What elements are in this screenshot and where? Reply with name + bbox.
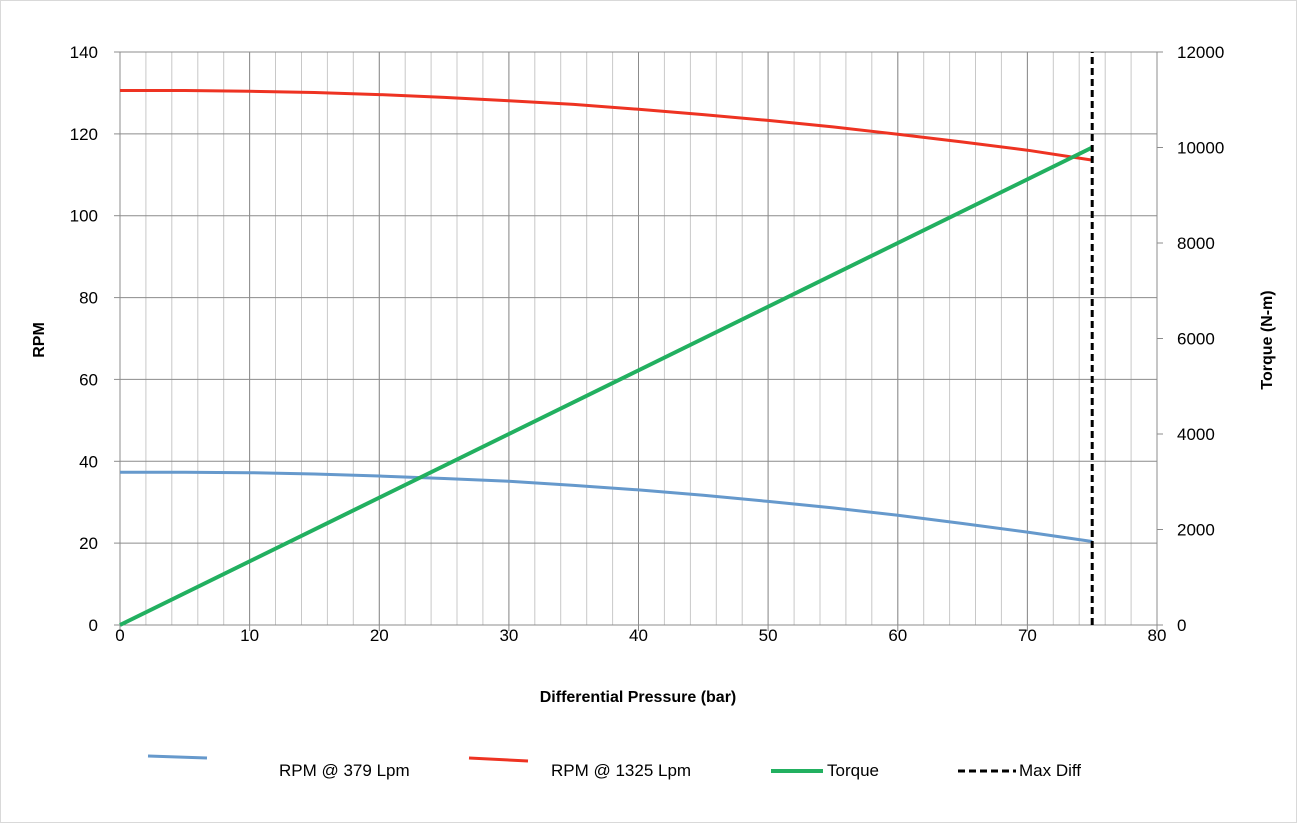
- x-tick-label: 30: [499, 626, 518, 645]
- major-gridlines: [114, 51, 1163, 631]
- legend-label-2: Torque: [827, 761, 879, 780]
- y2-tick-label: 0: [1177, 616, 1186, 635]
- series-line-1: [120, 89, 1093, 162]
- y-axis-title: RPM: [31, 322, 48, 358]
- x-tick-label: 10: [240, 626, 259, 645]
- y-tick-label: 40: [79, 452, 98, 471]
- x-tick-label: 0: [115, 626, 124, 645]
- y2-tick-label: 8000: [1177, 234, 1215, 253]
- y2-tick-label: 2000: [1177, 521, 1215, 540]
- y-tick-label: 0: [89, 616, 98, 635]
- tick-labels: 0 10 20 30 40 50 60 70 80 0 20 40 60 80 100 120 140 0 2000…: [70, 43, 1225, 645]
- legend-swatch-0: [147, 754, 208, 760]
- legend-label-3: Max Diff: [1019, 761, 1081, 780]
- x-axis-title: Differential Pressure (bar): [540, 689, 737, 706]
- legend-swatch-1: [468, 756, 529, 763]
- legend-label-1: RPM @ 1325 Lpm: [551, 761, 691, 780]
- series-line-2: [119, 145, 1094, 627]
- y-tick-label: 60: [79, 370, 98, 389]
- minor-gridlines: [119, 52, 1158, 625]
- x-tick-label: 80: [1148, 626, 1167, 645]
- y2-tick-label: 10000: [1177, 139, 1224, 158]
- series-line-0: [120, 470, 1093, 543]
- y2-tick-label: 4000: [1177, 425, 1215, 444]
- y2-tick-label: 12000: [1177, 43, 1224, 62]
- y-tick-label: 20: [79, 534, 98, 553]
- y-tick-label: 100: [70, 207, 98, 226]
- x-tick-label: 50: [759, 626, 778, 645]
- y-tick-label: 140: [70, 43, 98, 62]
- y-tick-label: 120: [70, 125, 98, 144]
- x-tick-label: 20: [370, 626, 389, 645]
- x-tick-label: 60: [888, 626, 907, 645]
- y2-tick-label: 6000: [1177, 330, 1215, 349]
- y-tick-label: 80: [79, 289, 98, 308]
- x-tick-label: 40: [629, 626, 648, 645]
- series-layer: [119, 52, 1094, 627]
- legend-label-0: RPM @ 379 Lpm: [279, 761, 410, 780]
- legend: RPM @ 379 Lpm RPM @ 1325 Lpm Torque Max Dif…: [147, 754, 1081, 780]
- y2-axis-title: Torque (N-m): [1259, 290, 1276, 389]
- x-tick-label: 70: [1018, 626, 1037, 645]
